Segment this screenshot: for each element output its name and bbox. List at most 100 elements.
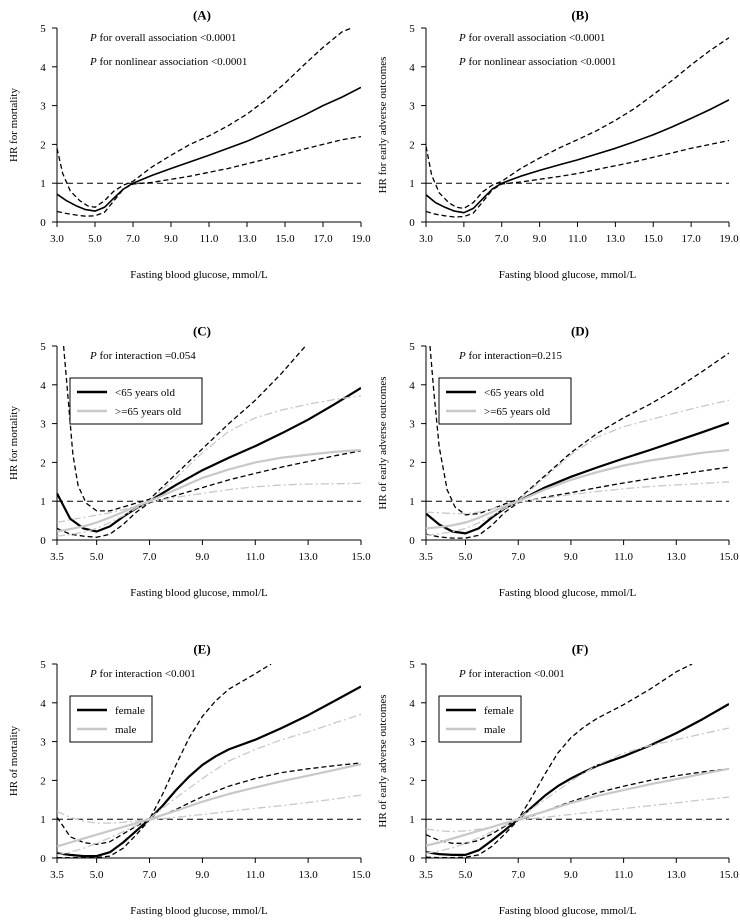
series-line-upper-95-ci [426, 37, 729, 210]
y-tick-label: 0 [409, 535, 415, 547]
x-tick-label: 5.0 [457, 233, 471, 245]
x-tick-label: 7.0 [511, 551, 525, 563]
y-tick-label: 5 [40, 341, 46, 353]
annotation: P for interaction =0.054 [89, 350, 196, 362]
y-tick-label: 2 [40, 139, 46, 151]
x-tick-label: 7.0 [143, 551, 157, 563]
annotation-text: for interaction=0.215 [466, 350, 563, 362]
series-line-female-upper-ci [426, 664, 693, 844]
series-line-65-upper-ci [426, 399, 729, 515]
series-line-male [57, 763, 361, 848]
x-tick-label: 11.0 [200, 233, 219, 245]
panel-f: (F) 3.5 5.0 7.0 9.0 11.0 13.0 15.0 0 1 2 3 4 5 Fasting… [377, 642, 739, 917]
series-line-male-lower-ci [426, 796, 729, 854]
y-tick-label: 5 [40, 659, 46, 671]
y-tick-label: 4 [409, 380, 415, 392]
y-tick-label: 5 [40, 23, 46, 35]
x-tick-label: 7.0 [126, 233, 140, 245]
y-tick-label: 0 [409, 217, 415, 229]
annotation-text: for nonlinear association <0.0001 [97, 56, 248, 68]
y-tick-label: 2 [40, 457, 46, 469]
y-tick-label: 4 [40, 62, 46, 74]
x-tick-label: 3.5 [419, 551, 433, 563]
x-tick-label: 7.0 [495, 233, 509, 245]
panel-title: (C) [193, 324, 211, 339]
series-line-upper-95-ci [57, 28, 352, 208]
series-line-female [57, 685, 361, 858]
series-line-male-upper-ci [57, 713, 361, 824]
y-tick-label: 2 [409, 457, 415, 469]
x-tick-label: 13.0 [667, 869, 687, 881]
x-axis-label: Fasting blood glucose, mmol/L [499, 905, 637, 917]
y-tick-label: 0 [40, 535, 46, 547]
y-tick-label: 4 [40, 380, 46, 392]
legend-label: male [484, 724, 505, 736]
annotation-text: for interaction =0.054 [97, 350, 197, 362]
y-tick-label: 1 [409, 496, 415, 508]
x-tick-label: 9.0 [196, 869, 210, 881]
annotation: P for interaction <0.001 [89, 668, 196, 680]
y-tick-label: 0 [409, 853, 415, 865]
legend-label: male [115, 724, 136, 736]
annotation: P for overall association <0.0001 [458, 32, 605, 44]
x-tick-label: 3.0 [50, 233, 64, 245]
x-tick-label: 13.0 [299, 551, 319, 563]
y-tick-label: 2 [409, 139, 415, 151]
panel-e: (E) 3.5 5.0 7.0 9.0 11.0 13.0 15.0 0 1 2 3 4 5 Fasting… [8, 642, 371, 917]
x-axis-label: Fasting blood glucose, mmol/L [130, 587, 268, 599]
y-tick-label: 3 [409, 737, 415, 749]
x-tick-label: 7.0 [143, 869, 157, 881]
panel-title: (D) [571, 324, 589, 339]
legend-box [438, 695, 522, 743]
y-tick-label: 3 [40, 419, 46, 431]
legend-label: >=65 years old [484, 406, 551, 418]
legend: <65 years old >=65 years old [69, 377, 203, 425]
x-tick-label: 5.0 [90, 869, 104, 881]
y-tick-label: 1 [40, 178, 46, 190]
series-line-65-upper-ci [62, 346, 306, 512]
series-line-65-lower-ci [426, 481, 729, 536]
y-axis-label: HR of early adverse outcomes [377, 694, 389, 827]
panel-a: (A) 3.0 5.0 7.0 9.0 11.0 13.0 15.0 17.0 19.0 0 1 2 3 4… [8, 8, 371, 281]
panel-c: (C) 3.5 5.0 7.0 9.0 11.0 13.0 15.0 0 1 2 3 4 5 Fasting… [8, 324, 371, 599]
x-tick-label: 7.0 [511, 869, 525, 881]
y-tick-label: 3 [409, 419, 415, 431]
panel-title: (E) [193, 642, 210, 657]
panel-b: (B) 3.0 5.0 7.0 9.0 11.0 13.0 15.0 17.0 19.0 0 1 2 3 4… [377, 8, 739, 281]
annotation-text: for interaction <0.001 [97, 668, 196, 680]
y-tick-label: 4 [409, 698, 415, 710]
y-tick-label: 4 [40, 698, 46, 710]
annotation-p: P [89, 32, 97, 44]
y-tick-label: 1 [40, 814, 46, 826]
annotation: P for interaction <0.001 [458, 668, 565, 680]
legend-box [438, 377, 572, 425]
y-tick-label: 5 [409, 659, 415, 671]
series-line-65-lower-ci [426, 466, 729, 539]
y-axis-label: HR for mortality [8, 88, 20, 162]
legend-label: <65 years old [115, 387, 175, 399]
y-axis-label: HR for early adverse outcomes [377, 57, 389, 194]
annotation-p: P [89, 350, 97, 362]
y-tick-label: 2 [40, 775, 46, 787]
y-axis-label: HR of mortality [8, 725, 20, 796]
legend-label: >=65 years old [115, 406, 182, 418]
series-line-male-lower-ci [57, 794, 361, 856]
x-tick-label: 13.0 [606, 233, 626, 245]
series-line-hr [57, 86, 361, 212]
x-tick-label: 15.0 [719, 551, 739, 563]
panel-title: (F) [572, 642, 589, 657]
annotation-text: for overall association <0.0001 [466, 32, 606, 44]
annotation-text: for nonlinear association <0.0001 [466, 56, 617, 68]
y-tick-label: 2 [409, 775, 415, 787]
x-tick-label: 15.0 [275, 233, 295, 245]
x-axis-label: Fasting blood glucose, mmol/L [499, 269, 637, 281]
panel-d: (D) 3.5 5.0 7.0 9.0 11.0 13.0 15.0 0 1 2 3 4 5 Fasting… [377, 324, 739, 599]
x-tick-label: 11.0 [568, 233, 587, 245]
series-line-lower-95-ci [426, 139, 729, 218]
x-tick-label: 19.0 [719, 233, 739, 245]
series-line-65-lower-ci [57, 482, 361, 537]
y-tick-label: 3 [409, 101, 415, 113]
x-tick-label: 11.0 [614, 551, 633, 563]
legend-label: female [484, 705, 514, 717]
series-line-male-upper-ci [426, 727, 729, 833]
